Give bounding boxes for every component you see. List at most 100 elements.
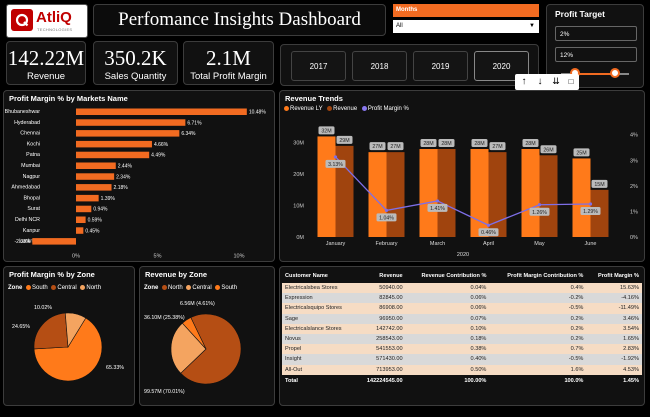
table-row[interactable]: Electricalsquipo Stores 86908.00 0.06% -0.5… — [282, 303, 642, 314]
revenue-label: 27M — [390, 144, 400, 150]
legend-revenue: Revenue — [333, 106, 358, 113]
col-profit-margin-contribution[interactable]: Profit Margin Contribution % — [507, 273, 584, 279]
trends-y-tick: 30M — [293, 141, 304, 147]
table-row[interactable]: Novus 258543.00 0.18% 0.2% 1.65% — [282, 333, 642, 345]
zone-revenue-panel: Revenue by Zone Zone North Central South… — [139, 266, 275, 406]
table-row[interactable]: Electricalsbea Stores 50940.00 0.04% 0.4% 15… — [282, 283, 642, 294]
market-bar — [76, 119, 186, 126]
year-button-2017[interactable]: 2017 — [291, 51, 346, 81]
profit-margin-point — [537, 203, 542, 207]
trends-x-label: 2020 — [457, 252, 469, 258]
col-profit-margin[interactable]: Profit Margin % — [597, 273, 639, 279]
trends-x-tick: January — [326, 241, 346, 247]
profit-margin-label-box — [580, 207, 601, 215]
zone-margin-slice — [33, 317, 103, 382]
col-revenue-contribution[interactable]: Revenue Contribution % — [421, 273, 487, 279]
months-dropdown[interactable]: All ▼ — [393, 20, 539, 33]
table-cell: 1.6% — [489, 364, 587, 375]
profit-margin-point — [588, 202, 593, 206]
table-cell: 713953.00 — [356, 364, 406, 375]
market-axis-tick: 0% — [72, 253, 80, 259]
visual-toolbar: ↑ ↓ ⇊ □ — [515, 74, 579, 90]
revenue-ly-bar — [419, 149, 438, 237]
profit-target-min-input[interactable]: 2% — [555, 26, 637, 41]
market-label: Lucknow — [19, 239, 40, 245]
table-cell: Electricalsquipo Stores — [282, 303, 357, 314]
zone-margin-legend-central: Central — [57, 285, 77, 292]
kpi-sales-quantity-value: 350.2K — [104, 46, 167, 70]
profit-margin-label: 3.13% — [328, 162, 343, 168]
market-label: Bhubaneshwar — [5, 109, 41, 115]
year-button-2018[interactable]: 2018 — [352, 51, 407, 81]
zone-revenue-slice — [170, 322, 207, 374]
kpi-revenue-card: 142.22M Revenue — [6, 41, 86, 85]
table-cell: Propel — [282, 344, 357, 355]
col-customer-name[interactable]: Customer Name — [285, 273, 328, 279]
zone-margin-title: Profit Margin % by Zone — [9, 270, 95, 279]
revenue-bar — [539, 155, 558, 237]
market-value-label: 10.48% — [249, 110, 267, 116]
market-bar — [76, 173, 115, 180]
zone-revenue-legend: Zone North Central South — [144, 285, 237, 291]
revenue-ly-label: 32M — [321, 128, 331, 134]
market-value-label: 1.39% — [101, 196, 116, 202]
profit-margin-label-box — [427, 203, 448, 212]
header-title-box: Perfomance Insights Dashboard — [93, 4, 386, 36]
markets-chart: Bhubaneshwar 10.48% Hyderabad 6.71% Chennai 6… — [5, 108, 267, 259]
kpi-sales-quantity-card: 350.2K Sales Quantity — [93, 41, 178, 85]
zone-margin-slice-label: 10.02% — [34, 305, 52, 311]
profit-margin-label-box — [529, 207, 550, 216]
table-cell: -0.2% — [489, 293, 587, 304]
zone-revenue-slice-label: 6.56M (4.61%) — [180, 301, 215, 307]
zone-margin-legend-dot-north — [80, 285, 86, 290]
expand-icon[interactable]: ⇊ — [552, 76, 560, 86]
table-row[interactable]: All-Out 713953.00 0.50% 1.6% 4.53% — [282, 364, 642, 375]
profit-target-max-input[interactable]: 12% — [555, 47, 637, 62]
table-row[interactable]: Insight 571430.00 0.40% -0.5% -1.92% — [282, 354, 642, 365]
market-label: Surat — [27, 206, 40, 212]
drill-down-icon[interactable]: ↓ — [537, 76, 543, 87]
table-row[interactable]: Sage 96950.00 0.07% 0.2% 3.46% — [282, 313, 642, 324]
kpi-sales-quantity-label: Sales Quantity — [104, 71, 167, 82]
market-label: Nagpur — [23, 174, 41, 180]
table-row[interactable]: Propel 541553.00 0.38% 0.7% 2.83% — [282, 344, 642, 355]
table-row[interactable]: Expression 82845.00 0.06% -0.2% -4.16% — [282, 293, 642, 304]
market-value-label: 2.34% — [116, 174, 131, 180]
zone-revenue-slice — [180, 313, 242, 385]
zone-revenue-slice — [181, 317, 207, 350]
profit-margin-point — [384, 208, 389, 212]
market-bar — [76, 151, 150, 159]
table-total-row: Total 142224545.00 100.00% 100.0% 1.45% — [282, 374, 642, 388]
focus-mode-icon[interactable]: □ — [568, 77, 574, 86]
profit-margin-label: 1.29% — [583, 209, 598, 215]
drill-up-icon[interactable]: ↑ — [521, 76, 527, 87]
zone-revenue-legend-label: Zone — [144, 285, 159, 292]
zone-revenue-pie: 99.57M (70.01%) 36.10M (25.38%) 6.56M (4.6… — [144, 301, 242, 395]
col-revenue[interactable]: Revenue — [379, 273, 403, 279]
revenue-ly-label: 28M — [525, 141, 535, 147]
revenue-ly-label: 25M — [576, 150, 586, 156]
year-button-2019[interactable]: 2019 — [413, 51, 468, 81]
trends-y-tick: 10M — [293, 204, 304, 210]
trends-y2-tick: 1% — [630, 209, 638, 215]
table-cell: 96950.00 — [356, 313, 406, 324]
market-label: Kochi — [27, 141, 40, 147]
revenue-label-box — [591, 179, 608, 188]
revenue-label-box — [336, 135, 353, 144]
table-cell: Electricalsbea Stores — [282, 283, 357, 294]
profit-target-panel: Profit Target 2% 12% — [546, 4, 644, 88]
revenue-ly-label-box — [573, 148, 590, 157]
market-value-label: -2.68% — [14, 239, 30, 245]
table-cell: -1.92% — [586, 354, 642, 365]
revenue-trends-chart: 0M 10M 20M 30M 0% 1% 2% 3% 4% 32M 29M January 27M 27M… — [293, 126, 638, 258]
profit-target-min-value: 2% — [560, 31, 570, 38]
table-cell: 0.2% — [489, 333, 587, 345]
market-value-label: 0.94% — [93, 207, 108, 213]
profit-margin-point — [333, 155, 338, 159]
table-row[interactable]: Electricalslance Stores 142742.00 0.10% 0.2… — [282, 323, 642, 334]
trends-x-tick: June — [585, 241, 597, 247]
market-value-label: 4.66% — [154, 142, 169, 148]
profit-target-slider-high-handle[interactable] — [610, 68, 621, 78]
kpi-profit-margin-label: Total Profit Margin — [190, 71, 267, 82]
zone-margin-slice-label: 65.33% — [106, 365, 124, 371]
